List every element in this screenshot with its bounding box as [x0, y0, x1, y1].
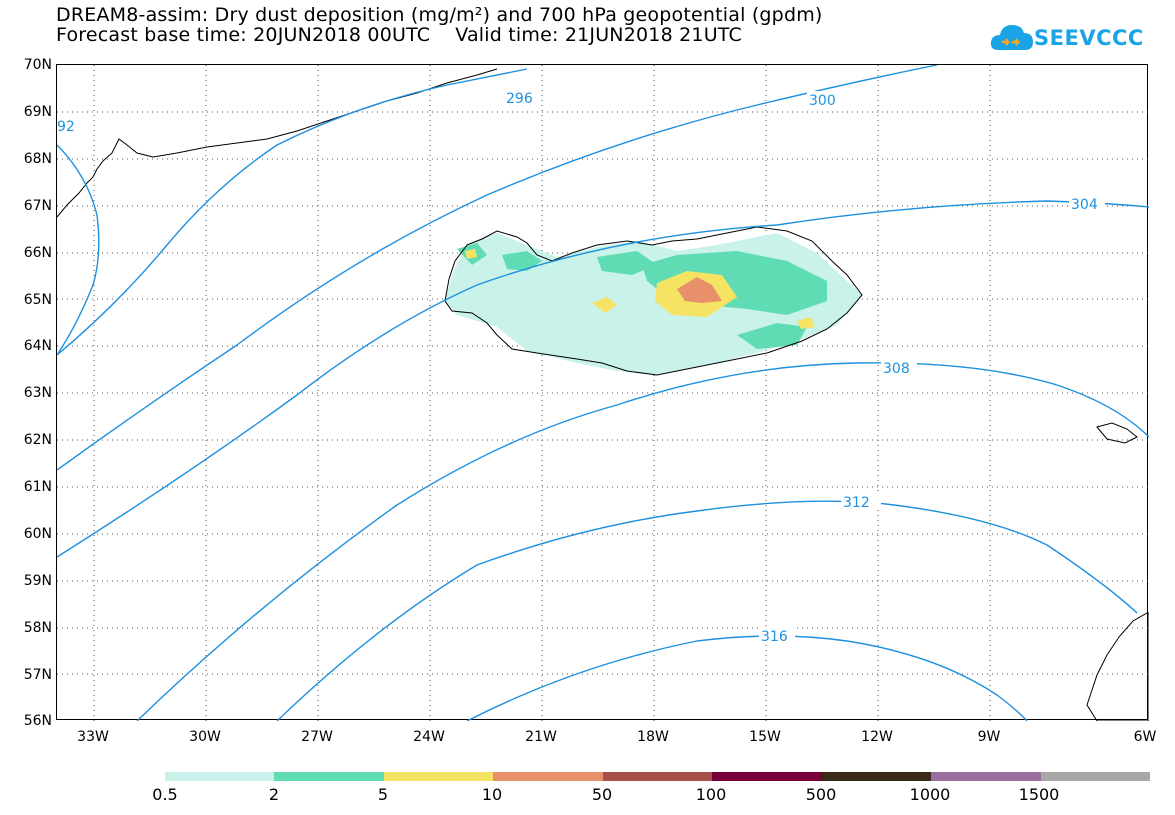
cloud-logo-icon [990, 25, 1033, 50]
legend-swatch [274, 772, 384, 781]
legend-label: 10 [481, 785, 503, 804]
lon-label: 6W [1133, 729, 1157, 745]
lon-label: 21W [525, 729, 557, 745]
lat-label: 58N [23, 620, 52, 636]
legend-swatch [931, 772, 1041, 781]
contour-labels: 92 296 300 304 308 312 316 [57, 89, 1105, 645]
legend-swatch [383, 772, 494, 781]
lon-label: 24W [413, 729, 445, 745]
seevccc-logo: SEEVCCC [990, 20, 1143, 60]
lat-label: 63N [23, 385, 52, 401]
contour-label-300: 300 [809, 93, 836, 109]
lon-label: 30W [189, 729, 221, 745]
contour-label-308: 308 [883, 361, 910, 377]
lat-label: 57N [23, 667, 52, 683]
lon-label: 12W [861, 729, 893, 745]
color-legend [165, 772, 1150, 781]
legend-swatch [602, 772, 713, 781]
lat-label: 64N [23, 338, 52, 354]
iceland-coast [444, 226, 863, 376]
legend-label: 1500 [1018, 785, 1060, 804]
legend-swatch [165, 772, 275, 781]
contour-label-312: 312 [843, 495, 870, 511]
lat-label: 59N [23, 573, 52, 589]
lon-label: 15W [749, 729, 781, 745]
lon-label: 33W [77, 729, 109, 745]
legend-label: 500 [805, 785, 837, 804]
contour-label-296: 296 [506, 91, 533, 107]
lat-label: 61N [23, 479, 52, 495]
lat-label: 56N [23, 713, 52, 729]
legend-label: 5 [377, 785, 389, 804]
legend-label: 1000 [909, 785, 951, 804]
lat-label: 70N [23, 57, 52, 73]
lat-label: 69N [23, 104, 52, 120]
legend-swatch [821, 772, 932, 781]
lat-label: 67N [23, 198, 52, 214]
scotland-coast [1086, 612, 1150, 722]
lat-label: 62N [23, 432, 52, 448]
faroe-islands [1096, 422, 1138, 444]
iceland-dust-field [445, 233, 862, 375]
map-panel: 92 296 300 304 308 312 316 [56, 64, 1150, 722]
lon-label: 9W [977, 729, 1001, 745]
lat-label: 65N [23, 292, 52, 308]
logo-text: SEEVCCC [1034, 26, 1144, 50]
map-subtitle: Forecast base time: 20JUN2018 00UTC Vali… [56, 24, 742, 46]
legend-label: 2 [268, 785, 280, 804]
lon-label: 27W [301, 729, 333, 745]
gridlines [57, 65, 1149, 721]
map-title: DREAM8-assim: Dry dust deposition (mg/m²… [56, 4, 823, 26]
greenland-coast [56, 68, 498, 218]
legend-label: 50 [591, 785, 613, 804]
legend-label: 0.5 [152, 785, 178, 804]
legend-swatch [493, 772, 603, 781]
legend-swatch [1040, 772, 1150, 781]
map-canvas: 92 296 300 304 308 312 316 [56, 64, 1150, 722]
geopotential-contours [56, 64, 1150, 722]
legend-swatch [712, 772, 822, 781]
lat-label: 60N [23, 526, 52, 542]
lon-label: 18W [637, 729, 669, 745]
contour-label-304: 304 [1071, 197, 1098, 213]
contour-label-316: 316 [761, 629, 788, 645]
lat-label: 66N [23, 245, 52, 261]
contour-label-92: 92 [57, 119, 75, 135]
lat-label: 68N [23, 151, 52, 167]
legend-label: 100 [695, 785, 727, 804]
